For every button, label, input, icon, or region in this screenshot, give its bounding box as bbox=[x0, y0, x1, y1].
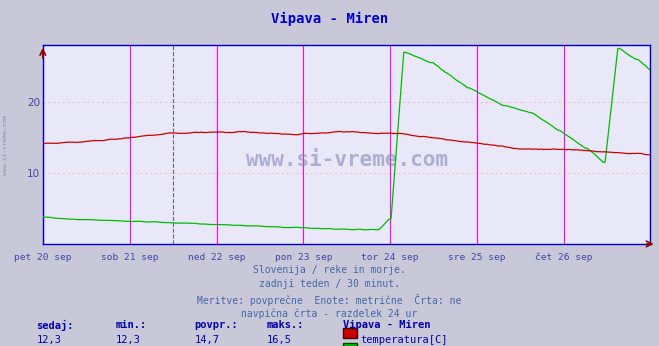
Text: pet 20 sep: pet 20 sep bbox=[14, 253, 72, 262]
Text: tor 24 sep: tor 24 sep bbox=[361, 253, 418, 262]
Text: www.si-vreme.com: www.si-vreme.com bbox=[246, 151, 447, 170]
Text: sedaj:: sedaj: bbox=[36, 320, 74, 331]
Text: ned 22 sep: ned 22 sep bbox=[188, 253, 245, 262]
Text: zadnji teden / 30 minut.: zadnji teden / 30 minut. bbox=[259, 279, 400, 289]
Text: sre 25 sep: sre 25 sep bbox=[448, 253, 505, 262]
Text: www.si-vreme.com: www.si-vreme.com bbox=[3, 115, 8, 175]
Text: pon 23 sep: pon 23 sep bbox=[275, 253, 332, 262]
Text: maks.:: maks.: bbox=[267, 320, 304, 330]
Text: čet 26 sep: čet 26 sep bbox=[535, 253, 592, 262]
Text: Meritve: povprečne  Enote: metrične  Črta: ne: Meritve: povprečne Enote: metrične Črta:… bbox=[197, 294, 462, 306]
Text: min.:: min.: bbox=[115, 320, 146, 330]
Text: Slovenija / reke in morje.: Slovenija / reke in morje. bbox=[253, 265, 406, 275]
Text: povpr.:: povpr.: bbox=[194, 320, 238, 330]
Text: 12,3: 12,3 bbox=[115, 335, 140, 345]
Text: 16,5: 16,5 bbox=[267, 335, 292, 345]
Text: 12,3: 12,3 bbox=[36, 335, 61, 345]
Text: Vipava - Miren: Vipava - Miren bbox=[271, 12, 388, 26]
Text: temperatura[C]: temperatura[C] bbox=[360, 335, 448, 345]
Text: sob 21 sep: sob 21 sep bbox=[101, 253, 158, 262]
Text: Vipava - Miren: Vipava - Miren bbox=[343, 320, 430, 330]
Text: navpična črta - razdelek 24 ur: navpična črta - razdelek 24 ur bbox=[241, 308, 418, 319]
Text: 14,7: 14,7 bbox=[194, 335, 219, 345]
